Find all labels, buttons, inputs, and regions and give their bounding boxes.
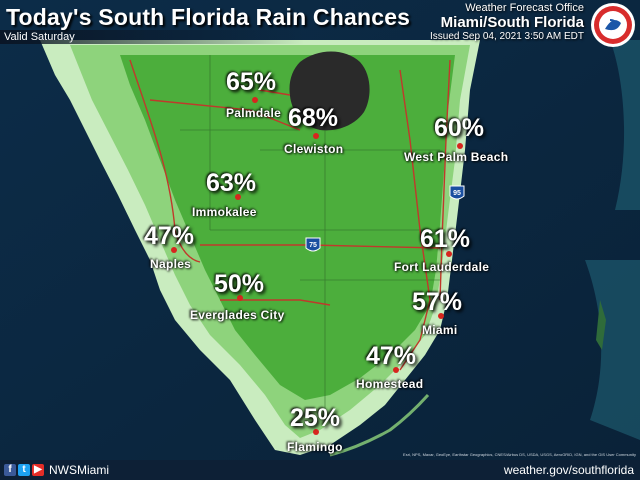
- facebook-icon[interactable]: f: [4, 464, 16, 476]
- pct-naples: 47%: [144, 222, 195, 250]
- pct-flamingo: 25%: [290, 404, 341, 432]
- city-immokalee: Immokalee: [192, 205, 257, 219]
- city-dot-west-palm-beach: [457, 143, 463, 149]
- city-miami: Miami: [422, 323, 458, 337]
- valid-day: Valid Saturday: [0, 30, 304, 44]
- office-block: Weather Forecast Office Miami/South Flor…: [430, 2, 584, 42]
- i95-label: 95: [453, 190, 461, 197]
- city-dot-fort-lauderdale: [446, 251, 452, 257]
- lake-okeechobee: [289, 51, 370, 131]
- city-dot-immokalee: [235, 194, 241, 200]
- city-dot-miami: [438, 313, 444, 319]
- pct-west-palm-beach: 60%: [434, 114, 485, 142]
- office-line1: Weather Forecast Office: [465, 2, 584, 14]
- city-clewiston: Clewiston: [284, 142, 344, 156]
- pct-miami: 57%: [412, 288, 463, 316]
- city-dot-flamingo: [313, 429, 319, 435]
- city-dot-palmdale: [252, 97, 258, 103]
- city-naples: Naples: [150, 257, 192, 271]
- map-credits: Esri, NPS, Maxar, GeoEye, Earthstar Geog…: [403, 452, 636, 457]
- website-link[interactable]: weather.gov/southflorida: [503, 463, 634, 477]
- twitter-icon[interactable]: t: [18, 464, 30, 476]
- bahamas-shallows-2: [585, 260, 640, 440]
- city-fort-lauderdale: Fort Lauderdale: [394, 260, 490, 274]
- i75-label: 75: [309, 242, 317, 249]
- city-dots: [171, 97, 463, 435]
- social-handle[interactable]: NWSMiami: [49, 463, 109, 477]
- florida-keys: [329, 393, 430, 457]
- pct-clewiston: 68%: [288, 104, 339, 132]
- pct-fort-lauderdale: 61%: [420, 225, 471, 253]
- i95-shield-icon: [449, 185, 465, 200]
- pct-palmdale: 65%: [226, 68, 277, 96]
- pct-everglades-city: 50%: [214, 270, 265, 298]
- social-links: f t ▶ NWSMiami: [4, 463, 109, 477]
- city-dot-homestead: [393, 367, 399, 373]
- city-dot-clewiston: [313, 133, 319, 139]
- nws-logo-icon: [591, 3, 635, 47]
- county-lines: [180, 55, 445, 420]
- pct-homestead: 47%: [366, 342, 417, 370]
- youtube-icon[interactable]: ▶: [32, 464, 44, 476]
- city-dot-everglades-city: [237, 295, 243, 301]
- bahamas-island: [596, 300, 606, 350]
- office-line2: Miami/South Florida: [440, 14, 584, 31]
- city-homestead: Homestead: [356, 377, 424, 391]
- footer-bar: f t ▶ NWSMiami weather.gov/southflorida: [0, 460, 640, 480]
- city-flamingo: Flamingo: [287, 440, 343, 454]
- pct-immokalee: 63%: [206, 169, 257, 197]
- city-dot-naples: [171, 247, 177, 253]
- map-title: Today's South Florida Rain Chances: [6, 4, 411, 30]
- city-palmdale: Palmdale: [226, 106, 282, 120]
- city-everglades-city: Everglades City: [190, 308, 285, 322]
- city-west-palm-beach: West Palm Beach: [404, 150, 509, 164]
- i75-shield-icon: [305, 237, 321, 252]
- issued-time: Issued Sep 04, 2021 3:50 AM EDT: [430, 31, 584, 42]
- bahamas-shallows: [610, 40, 640, 210]
- land-high: [120, 55, 455, 400]
